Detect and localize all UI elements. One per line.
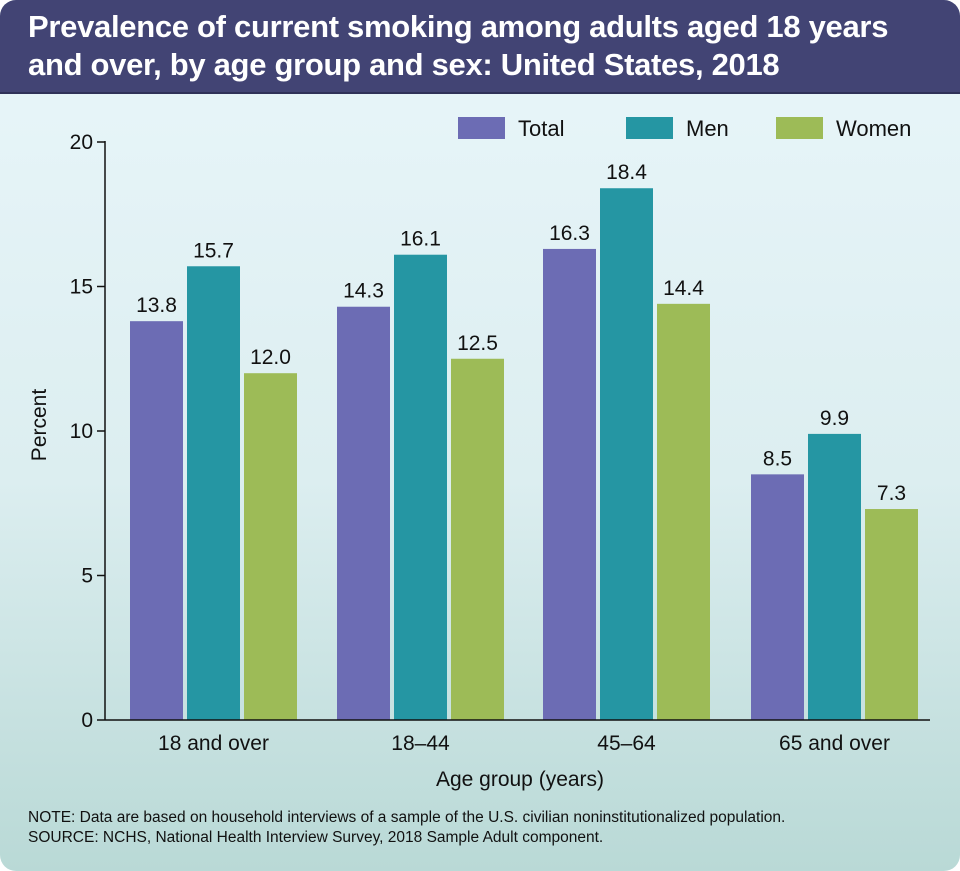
data-label: 16.1 <box>400 228 441 251</box>
chart-title: Prevalence of current smoking among adul… <box>28 9 889 82</box>
data-label: 12.5 <box>457 332 498 355</box>
legend: Total Men Women <box>458 116 911 141</box>
bar <box>808 433 861 720</box>
legend-swatch <box>458 117 505 139</box>
bar <box>244 373 297 720</box>
series-total: 13.8 14.3 16.3 8.5 <box>130 222 804 720</box>
data-label: 12.0 <box>250 346 291 369</box>
bar <box>751 474 804 720</box>
x-tick-label: 65 and over <box>779 732 890 755</box>
bar <box>657 303 710 720</box>
legend-swatch <box>776 117 823 139</box>
data-label: 14.3 <box>343 280 384 303</box>
y-axis: 0 5 10 15 20 <box>70 131 106 732</box>
x-tick-label: 18–44 <box>391 732 450 755</box>
footnotes: NOTE: Data are based on household interv… <box>28 808 948 848</box>
data-label: 14.4 <box>663 277 704 300</box>
y-axis-label: Percent <box>28 389 51 462</box>
bar <box>130 321 183 720</box>
bar <box>394 254 447 720</box>
legend-label: Women <box>836 116 911 141</box>
x-axis: 18 and over 18–44 45–64 65 and over <box>105 719 930 755</box>
bar <box>337 306 390 720</box>
bar <box>187 266 240 720</box>
y-tick-label: 20 <box>70 131 93 154</box>
bar <box>451 358 504 720</box>
legend-swatch <box>626 117 673 139</box>
x-axis-label: Age group (years) <box>436 768 604 791</box>
title-banner: Prevalence of current smoking among adul… <box>0 0 960 94</box>
data-label: 8.5 <box>763 447 792 470</box>
x-tick-label: 45–64 <box>597 732 656 755</box>
bar <box>600 188 653 721</box>
note-text: NOTE: Data are based on household interv… <box>28 809 786 826</box>
legend-label: Total <box>518 116 564 141</box>
data-label: 16.3 <box>549 222 590 245</box>
bar <box>865 509 918 720</box>
data-label: 15.7 <box>193 239 234 262</box>
data-label: 18.4 <box>606 161 647 184</box>
bars: 13.8 14.3 16.3 8.5 15.7 16.1 18.4 9.9 12.0 12.5 14… <box>130 161 918 721</box>
data-label: 13.8 <box>136 294 177 317</box>
data-label: 9.9 <box>820 407 849 430</box>
y-tick-label: 15 <box>70 276 93 299</box>
y-tick-label: 10 <box>70 420 93 443</box>
source-text: SOURCE: NCHS, National Health Interview … <box>28 829 604 846</box>
y-tick-label: 0 <box>81 709 93 732</box>
series-women: 12.0 12.5 14.4 7.3 <box>244 277 918 720</box>
y-tick-label: 5 <box>81 565 93 588</box>
series-men: 15.7 16.1 18.4 9.9 <box>187 161 861 721</box>
legend-label: Men <box>686 116 729 141</box>
data-label: 7.3 <box>877 482 906 505</box>
bar <box>543 248 596 720</box>
x-tick-label: 18 and over <box>158 732 269 755</box>
